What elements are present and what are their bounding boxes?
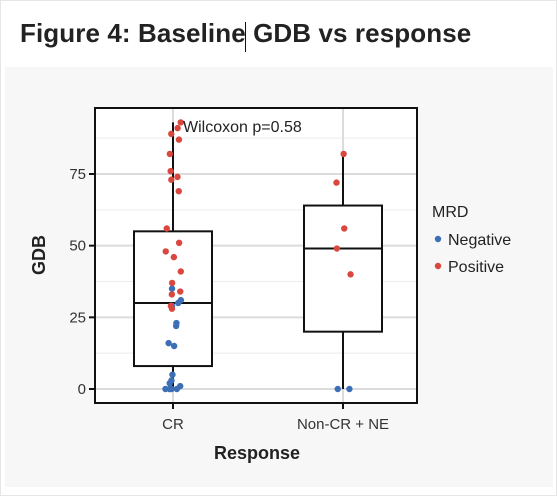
x-axis: CR Non-CR + NE [162,403,389,433]
text-cursor [245,22,246,52]
x-tick-label: CR [162,416,184,433]
data-point [170,253,178,261]
data-point [175,239,183,246]
legend-label-positive: Positive [448,259,504,276]
x-tick-label: Non-CR + NE [297,416,389,433]
data-point [174,173,181,181]
data-point [347,271,354,278]
y-axis: 0 25 50 75 [69,166,95,398]
y-tick-label: 75 [69,166,86,183]
data-point [333,179,340,186]
y-tick-label: 25 [69,309,86,326]
data-point [170,342,178,350]
data-point [166,385,173,393]
data-point [177,288,184,295]
data-point [167,167,174,175]
data-point [168,176,175,183]
data-point [166,150,174,158]
data-point [168,279,176,287]
annotation-text: Wilcoxon p=0.58 [183,119,302,136]
data-point [175,136,183,143]
data-point [166,380,173,387]
data-point [341,225,348,232]
data-point [162,248,169,255]
data-point [340,150,347,158]
legend-title: MRD [432,204,468,221]
data-point [163,225,170,232]
box [303,204,383,333]
y-axis-title: GDB [29,235,49,275]
data-point [168,305,176,312]
data-point [334,385,341,393]
x-axis-title: Response [214,443,300,463]
data-point [177,119,184,126]
data-point [165,339,172,347]
data-point [175,299,182,307]
data-point [168,285,176,292]
legend-key-negative [434,235,442,243]
data-point [346,385,353,393]
y-tick-label: 50 [69,238,86,255]
legend: MRD Negative Positive [432,204,511,276]
legend-label-negative: Negative [448,232,511,249]
data-point [177,268,184,275]
data-point [172,322,180,330]
legend-key-positive [434,262,442,270]
data-point [174,124,181,132]
data-point [333,245,341,252]
data-point [175,188,182,195]
data-point [168,130,175,138]
data-points [162,119,354,393]
data-point [169,371,176,378]
data-point [168,291,176,298]
y-tick-label: 0 [78,381,86,398]
plot-border [94,107,418,404]
data-point [173,385,181,393]
